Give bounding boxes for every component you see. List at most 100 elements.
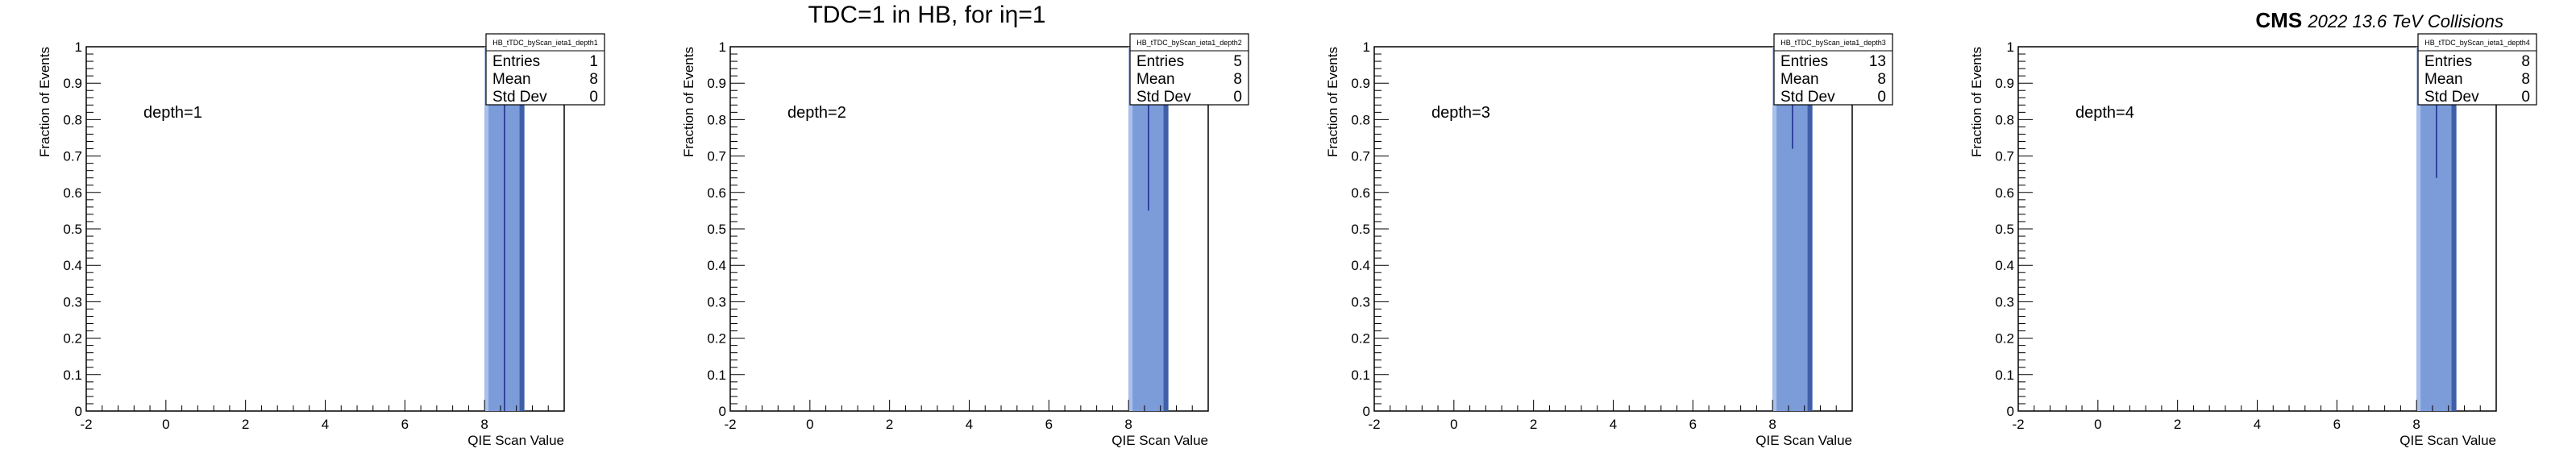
x-tick-label: 6	[401, 417, 409, 432]
y-tick-label: 1	[2007, 39, 2014, 55]
histogram-bar-edge	[1163, 47, 1169, 411]
y-tick-label: 0	[1363, 404, 1370, 419]
y-tick-label: 0.7	[63, 149, 82, 164]
y-tick-label: 0.8	[707, 112, 726, 127]
x-tick-label: 2	[1530, 417, 1537, 432]
y-tick-label: 0	[719, 404, 726, 419]
x-tick-label: 6	[2333, 417, 2341, 432]
x-tick-label: 2	[242, 417, 249, 432]
y-tick-label: 0.2	[1351, 331, 1370, 347]
cms-energy-label: 2022 13.6 TeV Collisions	[2308, 11, 2503, 31]
stats-label: Entries	[1780, 53, 1828, 70]
x-tick-label: -2	[2012, 417, 2024, 432]
y-tick-label: 0.4	[63, 258, 82, 273]
y-tick-label: 0.9	[63, 76, 82, 91]
cms-experiment-label: CMS	[2255, 8, 2303, 32]
panel-3: -2 0 2 4 6 800.10.20.30.40.50.60.70.80.91QIE …	[1325, 33, 1893, 448]
x-tick-label: 8	[480, 417, 488, 432]
stats-name: HB_tTDC_byScan_ieta1_depth2	[1136, 39, 1242, 47]
y-tick-label: 0	[75, 404, 82, 419]
y-tick-label: 0.9	[707, 76, 726, 91]
y-tick-label: 1	[1363, 39, 1370, 55]
x-tick-label: 0	[162, 417, 169, 432]
y-tick-label: 0.1	[707, 368, 726, 383]
stats-label: Std Dev	[492, 89, 547, 106]
stats-name: HB_tTDC_byScan_ieta1_depth4	[2424, 39, 2530, 47]
x-tick-label: -2	[1368, 417, 1380, 432]
panel-1: -2 0 2 4 6 800.10.20.30.40.50.60.70.80.91QIE …	[37, 33, 605, 448]
y-tick-label: 0.8	[1995, 112, 2014, 127]
stats-label: Mean	[1136, 71, 1175, 88]
y-tick-label: 1	[719, 39, 726, 55]
x-tick-label: -2	[724, 417, 736, 432]
x-tick-label: 4	[322, 417, 329, 432]
stats-value: 0	[589, 89, 598, 106]
x-axis-label: QIE Scan Value	[1755, 433, 1852, 448]
depth-annotation: depth=2	[787, 104, 846, 122]
y-tick-label: 0.5	[1351, 222, 1370, 237]
stats-value: 0	[2521, 89, 2530, 106]
stats-label: Std Dev	[1136, 89, 1191, 106]
y-tick-label: 0.8	[63, 112, 82, 127]
y-tick-label: 0.3	[1351, 294, 1370, 309]
y-tick-label: 0.5	[1995, 222, 2014, 237]
x-axis-label: QIE Scan Value	[1111, 433, 1208, 448]
x-tick-label: 2	[886, 417, 893, 432]
y-tick-label: 0.5	[63, 222, 82, 237]
histogram-bar-edge	[1807, 47, 1813, 411]
panel-4: -2 0 2 4 6 800.10.20.30.40.50.60.70.80.91QIE …	[1969, 33, 2537, 448]
x-tick-label: 6	[1689, 417, 1697, 432]
stats-label: Mean	[2424, 71, 2463, 88]
stats-label: Mean	[1780, 71, 1819, 88]
stats-value: 8	[2521, 53, 2530, 70]
depth-annotation: depth=4	[2075, 104, 2134, 122]
y-tick-label: 0.3	[1995, 294, 2014, 309]
y-tick-label: 0.1	[63, 368, 82, 383]
depth-annotation: depth=1	[143, 104, 202, 122]
stats-value: 1	[589, 53, 598, 70]
stats-value: 8	[1233, 71, 1242, 88]
y-tick-label: 0.4	[707, 258, 726, 273]
stats-label: Entries	[1136, 53, 1184, 70]
stats-value: 0	[1233, 89, 1242, 106]
y-tick-label: 0.4	[1995, 258, 2014, 273]
y-tick-label: 0.1	[1995, 368, 2014, 383]
y-tick-label: 0.6	[1995, 185, 2014, 201]
histogram-bar-highlight	[1772, 47, 1777, 411]
stats-box	[1773, 33, 1893, 106]
y-tick-label: 0.2	[707, 331, 726, 347]
stats-label: Entries	[2424, 53, 2472, 70]
stats-value: 13	[1869, 53, 1886, 70]
page-title: TDC=1 in HB, for iη=1	[808, 2, 1046, 28]
x-tick-label: 8	[1124, 417, 1132, 432]
y-tick-label: 0.4	[1351, 258, 1370, 273]
y-tick-label: 0.2	[1995, 331, 2014, 347]
x-tick-label: 4	[1610, 417, 1617, 432]
x-tick-label: 0	[806, 417, 813, 432]
stats-label: Entries	[492, 53, 540, 70]
x-tick-label: 0	[1450, 417, 1457, 432]
x-tick-label: 6	[1045, 417, 1053, 432]
stats-value: 5	[1233, 53, 1242, 70]
y-tick-label: 0.1	[1351, 368, 1370, 383]
histogram-bar-edge	[2451, 47, 2457, 411]
y-axis-label: Fraction of Events	[37, 47, 52, 157]
x-tick-label: 8	[1768, 417, 1776, 432]
histogram-bar-highlight	[2416, 47, 2421, 411]
y-tick-label: 0.6	[707, 185, 726, 201]
stats-value: 8	[589, 71, 598, 88]
y-axis-label: Fraction of Events	[681, 47, 696, 157]
y-tick-label: 0.8	[1351, 112, 1370, 127]
cms-label: CMS 2022 13.6 TeV Collisions	[2255, 8, 2503, 33]
y-axis-label: Fraction of Events	[1969, 47, 1984, 157]
y-tick-label: 0.7	[707, 149, 726, 164]
y-axis-label: Fraction of Events	[1325, 47, 1340, 157]
x-tick-label: 2	[2174, 417, 2181, 432]
histogram-bar-highlight	[1128, 47, 1133, 411]
x-tick-label: -2	[80, 417, 92, 432]
y-tick-label: 0.9	[1351, 76, 1370, 91]
panel-2: -2 0 2 4 6 800.10.20.30.40.50.60.70.80.91QIE …	[681, 33, 1249, 448]
x-tick-label: 4	[966, 417, 973, 432]
stats-value: 0	[1877, 89, 1886, 106]
